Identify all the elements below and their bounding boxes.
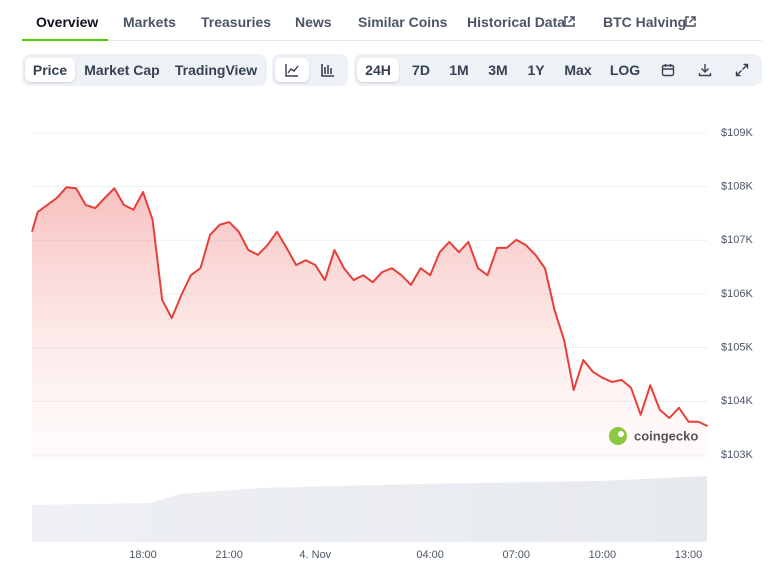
y-tick-label: $107K <box>721 234 753 246</box>
x-tick-label: 18:00 <box>129 549 157 561</box>
volume-area <box>32 476 707 542</box>
view-group: Price Market Cap TradingView <box>22 54 267 86</box>
range-button[interactable]: 24H <box>357 58 399 82</box>
tab[interactable]: Treasuries <box>201 14 272 30</box>
download-icon[interactable] <box>698 63 712 77</box>
tab[interactable]: BTC Halving <box>603 14 687 30</box>
y-tick-label: $106K <box>721 288 753 300</box>
fullscreen-icon[interactable] <box>735 63 749 77</box>
candle-style-button[interactable] <box>311 58 345 82</box>
x-tick-label: 04:00 <box>416 549 444 561</box>
y-tick-label: $105K <box>721 342 753 354</box>
range-button[interactable]: 7D <box>412 62 430 78</box>
x-tick-label: 07:00 <box>503 549 531 561</box>
x-tick-label: 10:00 <box>589 549 617 561</box>
view-button[interactable]: TradingView <box>174 62 258 78</box>
price-area <box>32 187 708 462</box>
logo-eye <box>618 431 624 437</box>
y-tick-label: $103K <box>721 449 753 461</box>
range-button[interactable]: 1M <box>449 62 469 78</box>
external-icon <box>564 16 575 27</box>
x-tick-label: 13:00 <box>675 549 703 561</box>
watermark: coingecko <box>634 428 698 443</box>
external-icon <box>685 16 696 27</box>
chart-style-group <box>272 54 348 86</box>
calendar-icon[interactable] <box>661 63 675 77</box>
tab-underline <box>22 39 108 41</box>
range-button[interactable]: Max <box>564 62 592 78</box>
line-style-button[interactable] <box>275 58 309 82</box>
range-button[interactable]: 3M <box>488 62 508 78</box>
y-tick-label: $108K <box>721 181 753 193</box>
range-group: 24H 7D 1M 3M 1Y Max LOG <box>354 54 762 86</box>
logo-icon <box>609 427 627 445</box>
range-button[interactable]: LOG <box>609 62 641 78</box>
tab[interactable]: Markets <box>123 14 176 30</box>
tab-bar <box>22 40 762 41</box>
view-button[interactable]: Market Cap <box>84 62 160 78</box>
y-tick-label: $104K <box>721 395 753 407</box>
tab[interactable]: Similar Coins <box>358 14 448 30</box>
tab[interactable]: Historical Data <box>467 14 566 30</box>
price-line <box>31 186 709 427</box>
view-button[interactable]: Price <box>25 58 75 82</box>
x-tick-label: 4. Nov <box>299 549 331 561</box>
tab[interactable]: News <box>295 14 332 30</box>
range-button[interactable]: 1Y <box>527 62 545 78</box>
y-tick-label: $109K <box>721 127 753 139</box>
x-tick-label: 21:00 <box>215 549 243 561</box>
tab[interactable]: Overview <box>36 14 99 30</box>
